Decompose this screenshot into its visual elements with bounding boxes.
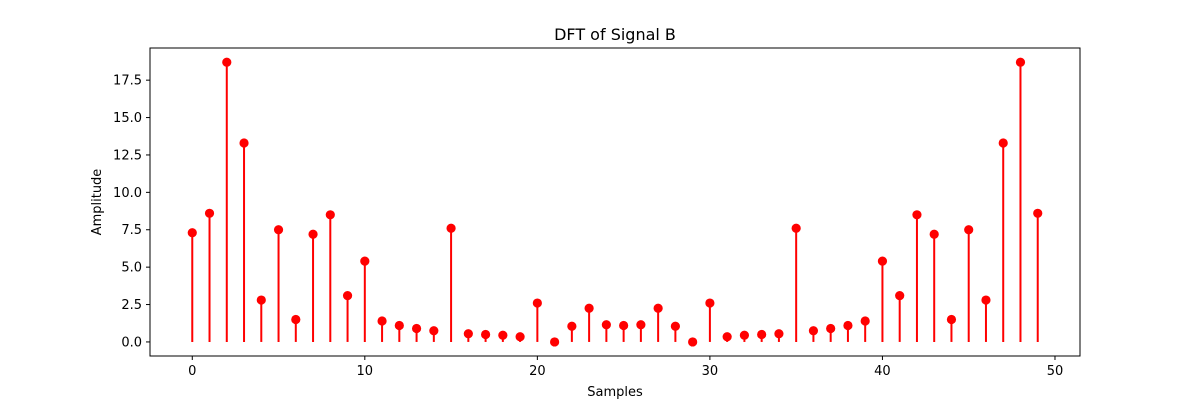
stem-marker <box>325 210 335 220</box>
stem-marker <box>739 330 750 340</box>
stem-marker <box>1033 208 1043 218</box>
stem-marker <box>377 316 387 326</box>
x-tick-label: 0 <box>188 364 196 379</box>
stem-marker <box>722 332 732 342</box>
stem-marker <box>877 256 888 266</box>
stem-marker <box>912 210 922 220</box>
y-tick-label: 12.5 <box>113 148 142 163</box>
stem-marker <box>636 320 646 330</box>
stem-marker <box>394 320 404 331</box>
stem-marker <box>757 329 767 340</box>
stem-marker <box>429 326 439 336</box>
stem-marker <box>480 329 491 340</box>
stem-marker <box>653 303 663 313</box>
x-tick-label: 20 <box>529 364 546 379</box>
stem-marker <box>998 138 1008 148</box>
stem-marker <box>463 329 473 339</box>
y-tick-label: 17.5 <box>113 74 142 89</box>
stem-marker <box>222 57 232 67</box>
stem-marker <box>567 321 577 331</box>
x-tick-label: 10 <box>357 364 374 379</box>
stem-marker <box>964 225 974 235</box>
y-tick-label: 0.0 <box>121 335 142 350</box>
stem-series <box>187 57 1043 347</box>
stem-marker <box>895 290 905 301</box>
stem-marker <box>981 295 991 305</box>
chart-title: DFT of Signal B <box>554 25 676 44</box>
plot-frame <box>149 47 1081 357</box>
stem-marker <box>946 314 957 325</box>
stem-marker <box>826 323 836 334</box>
stem-marker <box>446 223 456 233</box>
stem-marker <box>670 321 680 331</box>
stem-marker <box>584 303 594 313</box>
stem-marker <box>342 290 353 301</box>
stem-marker <box>774 329 784 339</box>
stem-marker <box>705 298 715 308</box>
stem-marker <box>360 256 370 266</box>
stem-marker <box>204 208 215 218</box>
stem-marker <box>291 314 301 325</box>
stem-marker <box>239 138 249 148</box>
stem-marker <box>515 332 525 342</box>
stem-marker <box>688 337 698 347</box>
stem-marker <box>619 320 629 331</box>
y-tick-label: 10.0 <box>113 186 142 201</box>
stem-marker <box>550 337 560 347</box>
y-tick-label: 2.5 <box>121 298 142 313</box>
stem-marker <box>532 298 542 308</box>
stem-marker <box>929 229 939 239</box>
y-axis-label: Amplitude <box>90 169 105 236</box>
stem-marker <box>187 228 197 238</box>
stem-marker <box>308 229 318 239</box>
y-axis: 0.0 2.5 5.0 7.5 10.0 12.5 15.0 17.5 <box>113 74 150 350</box>
x-tick-label: 40 <box>874 364 891 379</box>
stem-marker <box>860 316 870 326</box>
y-tick-label: 15.0 <box>113 111 142 126</box>
stem-marker <box>1015 57 1026 67</box>
stem-marker <box>843 320 853 331</box>
stem-marker <box>808 326 819 336</box>
x-tick-label: 30 <box>702 364 719 379</box>
y-tick-label: 5.0 <box>121 261 142 276</box>
stem-marker <box>791 223 801 233</box>
stem-marker <box>273 225 284 235</box>
stem-marker <box>256 295 266 305</box>
y-tick-label: 7.5 <box>121 223 142 238</box>
x-tick-label: 50 <box>1047 364 1064 379</box>
stem-marker <box>498 330 508 340</box>
stem-marker <box>601 320 611 330</box>
stem-marker <box>411 323 422 334</box>
x-axis-label: Samples <box>587 385 643 400</box>
x-axis: 0 10 20 30 40 50 <box>188 356 1063 379</box>
